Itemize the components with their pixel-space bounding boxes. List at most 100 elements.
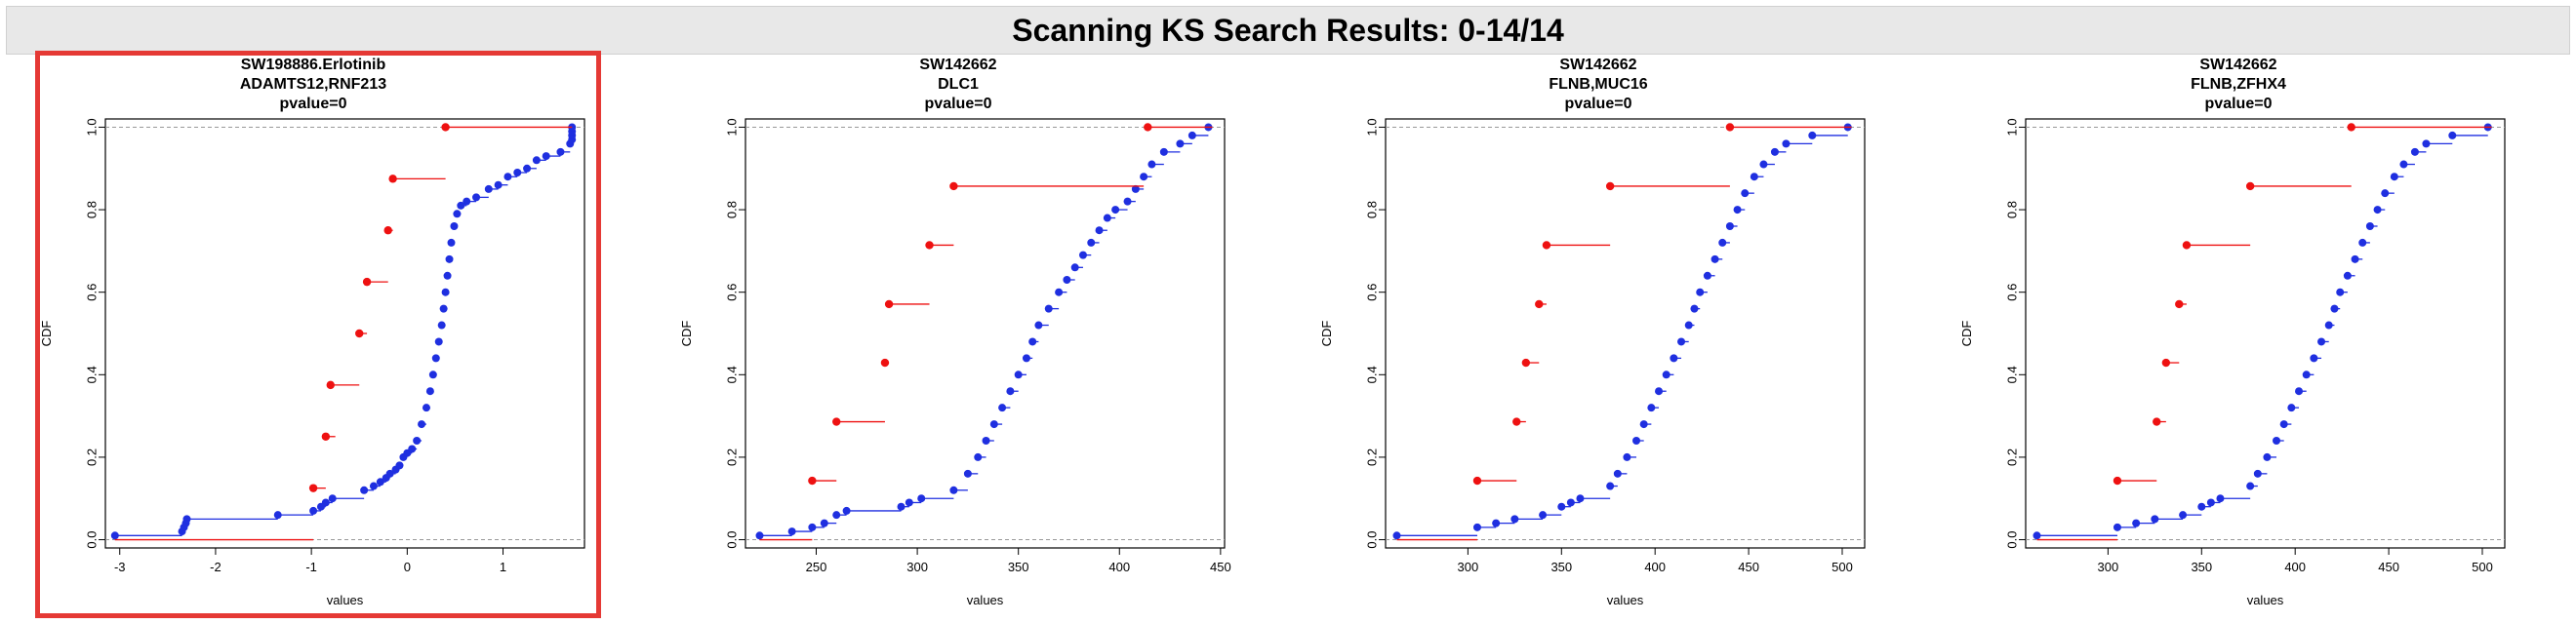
x-tick-label: -2	[210, 560, 221, 574]
blue-point	[422, 404, 430, 412]
blue-point	[441, 288, 450, 296]
blue-point	[425, 387, 434, 396]
blue-point	[1733, 206, 1742, 214]
red-point	[1512, 417, 1521, 426]
blue-point	[998, 404, 1007, 412]
blue-point	[110, 531, 119, 540]
chart-pvalue: pvalue=0	[279, 96, 347, 112]
blue-point	[182, 515, 191, 524]
blue-point	[1044, 304, 1053, 313]
blue-point	[1662, 370, 1670, 379]
blue-point	[472, 193, 481, 202]
chart-panel-4[interactable]: 300 350 400 450 500 0.0 0.2 0.4 0.6 0.8 1.0 values C…	[1955, 51, 2521, 618]
blue-point	[1670, 354, 1678, 363]
red-point	[355, 329, 364, 338]
blue-point	[328, 494, 337, 503]
x-tick-label: 1	[500, 560, 506, 574]
blue-point	[2287, 404, 2296, 412]
red-series	[114, 123, 573, 541]
blue-point	[532, 156, 541, 165]
blue-point	[450, 222, 459, 230]
blue-point	[1782, 139, 1791, 148]
blue-point	[2033, 531, 2041, 540]
plot-frame	[2025, 118, 2506, 549]
blue-point	[453, 210, 462, 218]
red-point	[925, 241, 934, 250]
blue-point	[523, 164, 532, 173]
y-tick-label: 0.4	[725, 366, 740, 383]
blue-point	[1063, 276, 1071, 284]
blue-point	[1690, 304, 1699, 313]
red-point	[949, 181, 958, 191]
blue-point	[1034, 321, 1043, 330]
chart-panel-1[interactable]: -3 -2 -1 0 1 0.0 0.2 0.4 0.6 0.8 1.0 values CDF SW198…	[35, 51, 601, 618]
blue-point	[2381, 189, 2390, 198]
y-tick-label: 0.2	[1365, 448, 1380, 466]
x-axis-label: values	[327, 593, 364, 607]
blue-point	[989, 420, 998, 429]
blue-point	[418, 420, 426, 429]
red-point	[2161, 358, 2171, 368]
blue-point	[494, 180, 503, 189]
y-tick-label: 1.0	[725, 118, 740, 136]
blue-point	[2343, 271, 2352, 280]
results-header: Scanning KS Search Results: 0-14/14	[6, 6, 2570, 55]
chart-panel-3[interactable]: 300 350 400 450 500 0.0 0.2 0.4 0.6 0.8 1.0 values C…	[1315, 51, 1881, 618]
x-tick-label: 500	[2472, 560, 2493, 574]
x-tick-label: 400	[2284, 560, 2306, 574]
chart-pvalue: pvalue=0	[2204, 96, 2273, 112]
x-tick-label: -1	[305, 560, 317, 574]
blue-point	[1472, 523, 1481, 531]
blue-point	[2410, 147, 2419, 156]
blue-point	[2324, 321, 2333, 330]
blue-point	[1576, 494, 1585, 503]
red-point	[1144, 123, 1152, 132]
blue-point	[1639, 420, 1648, 429]
red-point	[2182, 241, 2192, 250]
blue-point	[556, 147, 565, 156]
red-series	[759, 123, 1213, 541]
y-tick-label: 0.8	[2005, 201, 2020, 218]
blue-point	[2317, 337, 2326, 346]
blue-point	[1539, 511, 1548, 520]
blue-point	[385, 469, 394, 478]
blue-point	[963, 469, 972, 478]
blue-point	[1677, 337, 1686, 346]
plot-frame	[104, 118, 585, 549]
blue-point	[428, 370, 437, 379]
x-tick-label: 350	[2191, 560, 2212, 574]
blue-point	[2295, 387, 2304, 396]
chart-panel-2[interactable]: 250 300 350 400 450 0.0 0.2 0.4 0.6 0.8 1.0 values C…	[675, 51, 1241, 618]
x-tick-label: 400	[1644, 560, 1666, 574]
red-point	[884, 299, 894, 309]
chart-subtitle: DLC1	[938, 76, 979, 93]
blue-point	[1647, 404, 1656, 412]
blue-point	[1725, 222, 1734, 230]
blue-point	[2113, 523, 2121, 531]
red-point	[2153, 417, 2161, 426]
blue-point	[309, 506, 318, 515]
y-tick-label: 0.8	[85, 201, 100, 218]
blue-point	[1087, 238, 1096, 247]
blue-point	[1022, 354, 1030, 363]
blue-point	[1808, 131, 1817, 139]
y-tick-label: 0.0	[725, 530, 740, 548]
blue-point	[1684, 321, 1693, 330]
x-axis-label: values	[1607, 593, 1644, 607]
blue-point	[2132, 519, 2141, 527]
blue-point	[2336, 288, 2345, 296]
red-point	[441, 123, 450, 132]
blue-point	[1095, 226, 1104, 235]
x-tick-label: 350	[1550, 560, 1572, 574]
blue-point	[1147, 160, 1156, 169]
red-point	[1535, 299, 1544, 309]
blue-point	[1632, 437, 1641, 445]
plot-frame	[1385, 118, 1866, 549]
blue-point	[832, 511, 841, 520]
x-tick-label: 450	[2378, 560, 2399, 574]
chart-subtitle: FLNB,ZFHX4	[2191, 76, 2286, 93]
red-point	[808, 476, 817, 486]
y-tick-label: 0.6	[1365, 284, 1380, 301]
x-tick-label: 250	[806, 560, 827, 574]
blue-point	[360, 486, 369, 494]
